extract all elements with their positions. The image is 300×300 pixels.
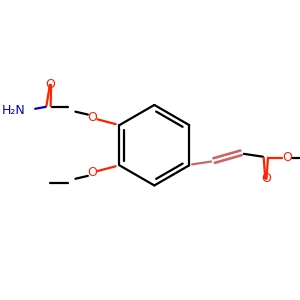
Text: O: O [88,111,98,124]
Text: H₂N: H₂N [2,104,26,117]
Text: O: O [88,167,98,179]
Text: O: O [282,151,292,164]
Text: O: O [46,78,56,91]
Text: O: O [261,172,271,185]
